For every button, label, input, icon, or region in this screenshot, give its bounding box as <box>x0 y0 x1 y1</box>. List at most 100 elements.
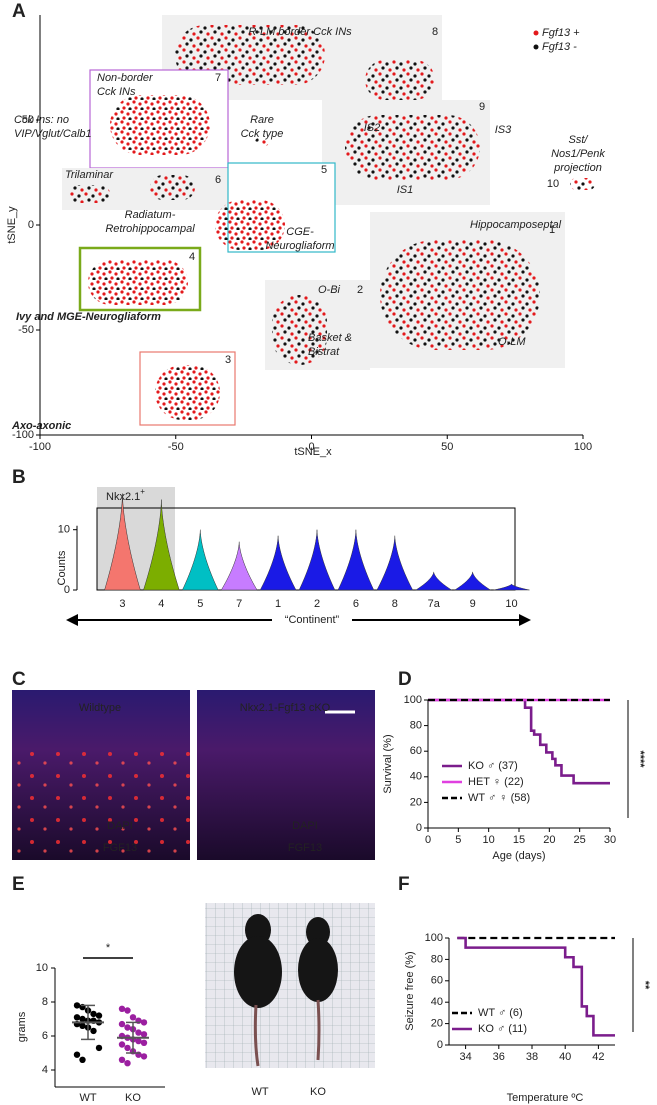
x-axis-label: tSNE_x <box>294 446 332 458</box>
x-tick-label: 2 <box>314 598 320 610</box>
point-cloud <box>570 178 595 190</box>
arrowhead <box>519 614 531 626</box>
data-point <box>95 1044 103 1052</box>
x-tick-label: 20 <box>543 834 555 846</box>
arrowhead <box>66 614 78 626</box>
x-tick-label: 8 <box>392 598 398 610</box>
cluster-number: 1 <box>549 224 555 236</box>
significance: * <box>106 942 111 954</box>
y-axis-label: Seizure free (%) <box>404 951 416 1030</box>
y-tick-label: -50 <box>18 324 34 336</box>
x-tick-label: 5 <box>197 598 203 610</box>
x-tick-label: 0 <box>308 441 314 453</box>
y-tick-label: 100 <box>425 932 443 944</box>
y-tick-label: 10 <box>36 962 48 974</box>
x-tick-label: -100 <box>29 441 51 453</box>
annotation: Non-border <box>97 72 154 84</box>
y-tick-label: 0 <box>28 219 34 231</box>
x-tick-label: -50 <box>168 441 184 453</box>
annotation: Hippocamposeptal <box>470 219 562 231</box>
x-tick-label: 9 <box>470 598 476 610</box>
photo <box>205 903 375 1068</box>
y-tick-label: 80 <box>410 720 422 732</box>
data-point <box>124 1024 131 1031</box>
annotation: Bistrat <box>308 346 340 358</box>
annotation: VIP/Vglut/Calb1 <box>14 128 92 140</box>
data-point <box>73 1002 81 1009</box>
x-tick-label: 10 <box>483 834 495 846</box>
photo-label: WT <box>251 1086 268 1098</box>
cluster-number: 10 <box>547 178 559 190</box>
y-tick-label: 50 <box>22 114 34 126</box>
data-point <box>79 1056 86 1064</box>
annotation: Sst/ <box>569 134 589 146</box>
y-tick-label: 40 <box>431 996 443 1008</box>
stain-label: FGF13 <box>288 842 322 854</box>
x-tick-label: 4 <box>158 598 164 610</box>
y-tick-label: 100 <box>404 694 422 706</box>
annotation: IS3 <box>495 124 512 136</box>
y-tick-label: 20 <box>410 796 422 808</box>
legend-label: WT ♂ ♀ (58) <box>468 792 530 804</box>
annotation: CGE- <box>286 226 314 238</box>
micrograph-cells <box>12 750 190 860</box>
legend-label: KO ♂ (37) <box>468 760 518 772</box>
x-tick-label: 10 <box>505 598 517 610</box>
y-tick-label: 8 <box>42 996 48 1008</box>
y-axis-label: tSNE_y <box>6 206 18 244</box>
cluster-number: 5 <box>321 164 327 176</box>
highlight-label: Nkx2.1+ <box>106 487 145 503</box>
data-point <box>140 1031 148 1038</box>
annotation: Retrohippocampal <box>105 223 195 235</box>
x-tick-label: 25 <box>574 834 586 846</box>
data-point <box>73 1051 81 1058</box>
panel-label: F <box>398 874 410 895</box>
data-point <box>90 1027 97 1035</box>
y-axis-label: Counts <box>56 550 68 585</box>
annotation: Cck Ins: no <box>14 114 69 126</box>
x-tick-label: 15 <box>513 834 525 846</box>
legend-label: Fgf13 + <box>542 27 580 39</box>
point-cloud <box>88 260 188 305</box>
data-point <box>140 1019 148 1026</box>
photo-label: KO <box>310 1086 326 1098</box>
data-point <box>73 1014 81 1021</box>
legend-marker <box>533 44 539 50</box>
data-point <box>118 1020 126 1028</box>
micrograph <box>197 690 375 860</box>
x-tick-label: 3 <box>119 598 125 610</box>
y-tick-label: 10 <box>58 524 70 536</box>
label-bg <box>272 612 352 628</box>
cluster-number: 4 <box>189 251 195 263</box>
mouse-silhouettes <box>234 914 338 1067</box>
annotation: IS2 <box>364 122 381 134</box>
point-cloud <box>70 185 110 203</box>
violin <box>143 499 180 591</box>
data-point <box>118 1056 126 1064</box>
data-point <box>124 1007 131 1014</box>
point-cloud <box>272 295 327 365</box>
point-cloud <box>150 175 195 200</box>
y-tick-label: 0 <box>416 822 422 834</box>
image-title: Nkx2.1-Fgf13 cKO <box>240 702 331 714</box>
violin <box>298 529 336 591</box>
data-point <box>118 1041 126 1048</box>
violin <box>259 535 297 591</box>
violin <box>104 493 141 591</box>
x-tick-label: 38 <box>526 1051 538 1063</box>
x-tick-label: 36 <box>493 1051 505 1063</box>
y-axis-label: grams <box>16 1011 28 1042</box>
cluster-number: 6 <box>215 174 221 186</box>
legend-label: WT ♂ (6) <box>478 1007 523 1019</box>
panel-label: D <box>398 669 412 690</box>
point-cloud <box>380 240 540 350</box>
y-tick-label: 20 <box>431 1018 443 1030</box>
annotation: Trilaminar <box>65 169 114 181</box>
x-tick-label: 7 <box>236 598 242 610</box>
panel-label: E <box>12 874 25 895</box>
y-tick-label: 0 <box>437 1039 443 1051</box>
annotation: Neurogliaform <box>265 240 334 252</box>
violin <box>220 541 258 591</box>
x-tick-label: 34 <box>459 1051 471 1063</box>
annotation: R-LM border Cck INs <box>248 26 352 38</box>
